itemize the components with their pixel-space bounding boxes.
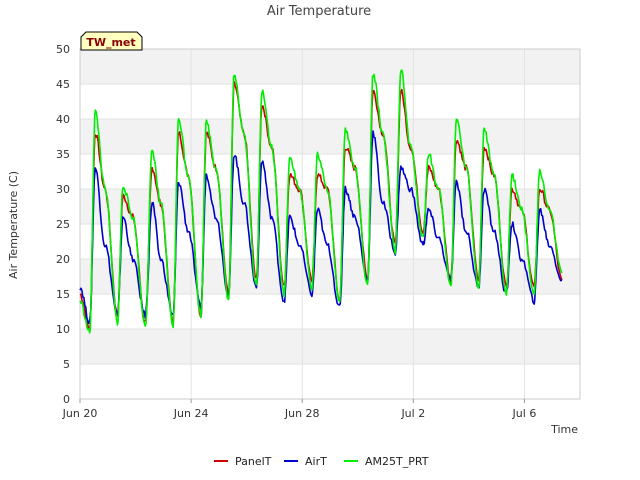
series-line-am25t-prt — [79, 69, 563, 334]
plot-band — [80, 364, 580, 399]
y-tick-label: 50 — [56, 43, 70, 56]
plot-band — [80, 154, 580, 189]
x-tick-label: Jul 6 — [512, 407, 537, 420]
plot-frame — [79, 48, 581, 400]
y-axis-title: Air Temperature (C) — [7, 171, 20, 279]
x-tick-label: Jul 2 — [400, 407, 425, 420]
plot-band — [80, 119, 580, 154]
legend: PanelT AirT AM25T_PRT — [214, 455, 429, 468]
legend-label: AirT — [305, 455, 327, 468]
x-tick-label: Jun 20 — [62, 407, 98, 420]
plot-band — [80, 49, 580, 84]
x-tick-label: Jun 24 — [173, 407, 209, 420]
x-axis: Jun 20 Jun 24 Jun 28 Jul 2 Jul 6 — [62, 399, 537, 420]
plot-band — [80, 84, 580, 119]
y-tick-label: 20 — [56, 253, 70, 266]
site-badge: TW_met — [80, 31, 143, 51]
site-badge-shape — [80, 31, 143, 51]
y-tick-label: 5 — [63, 358, 70, 371]
plot-band — [80, 329, 580, 364]
y-tick-label: 45 — [56, 78, 70, 91]
site-badge-label: TW_met — [86, 36, 135, 49]
y-tick-label: 40 — [56, 113, 70, 126]
y-tick-label: 30 — [56, 183, 70, 196]
series-lines — [79, 69, 563, 334]
y-tick-label: 15 — [56, 288, 70, 301]
x-tick-label: Jun 28 — [284, 407, 320, 420]
x-axis-title: Time — [550, 423, 578, 436]
legend-label: AM25T_PRT — [365, 455, 429, 468]
y-tick-label: 25 — [56, 218, 70, 231]
y-tick-label: 10 — [56, 323, 70, 336]
y-tick-label: 35 — [56, 148, 70, 161]
plot-band — [80, 294, 580, 329]
y-tick-label: 0 — [63, 393, 70, 406]
chart-title: Air Temperature — [267, 4, 371, 19]
legend-label: PanelT — [235, 455, 272, 468]
y-axis: 0 5 10 15 20 25 30 35 40 45 50 — [56, 43, 70, 406]
